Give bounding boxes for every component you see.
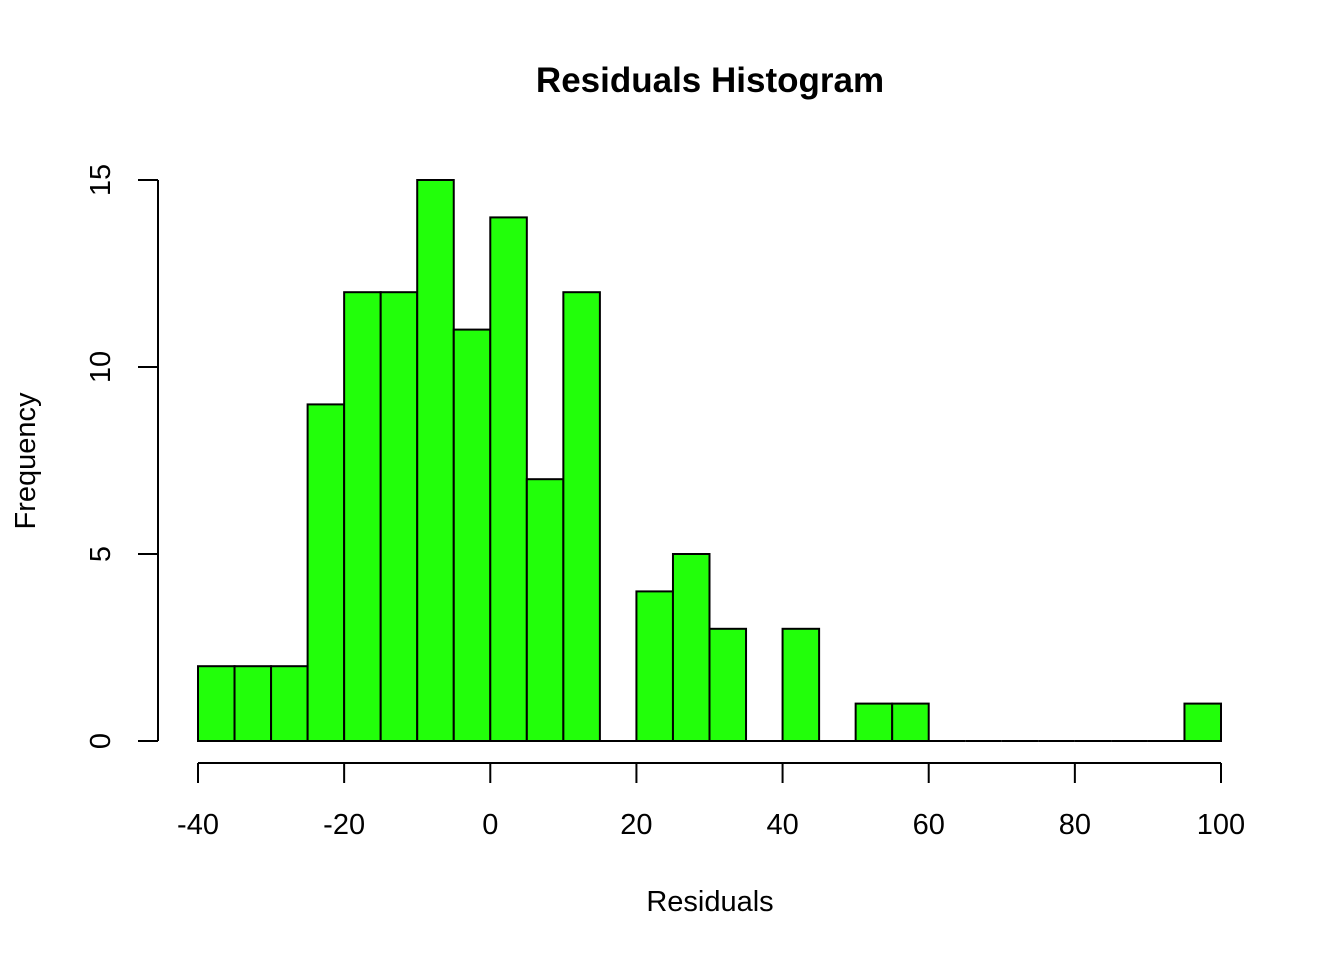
histogram-bar xyxy=(854,702,894,742)
histogram-bar xyxy=(671,553,711,742)
histogram-bar xyxy=(343,291,382,742)
histogram-bar xyxy=(708,627,748,742)
histogram-bar xyxy=(525,478,565,742)
histogram-bar xyxy=(452,328,492,742)
histogram-bar xyxy=(562,291,601,742)
y-axis-label: Frequency xyxy=(10,392,42,530)
y-tick-label: 10 xyxy=(85,351,117,383)
x-tick-label: 100 xyxy=(1197,809,1245,841)
x-tick-label: 60 xyxy=(913,809,945,841)
x-axis-label: Residuals xyxy=(646,886,773,918)
x-tick-label: 80 xyxy=(1059,809,1091,841)
x-tick-label: 40 xyxy=(766,809,798,841)
histogram-bar xyxy=(306,403,346,742)
y-tick-label: 5 xyxy=(85,546,117,562)
x-axis: -40 -20 0 20 40 60 80 100 xyxy=(177,762,1245,841)
histogram-bar xyxy=(379,291,419,742)
y-axis: 0 5 10 15 xyxy=(85,164,159,749)
histogram-bar xyxy=(416,179,455,742)
histogram-bar xyxy=(197,665,236,743)
histogram-bar xyxy=(233,665,273,743)
histogram-bar xyxy=(489,216,528,742)
bars-group xyxy=(197,179,1222,743)
histogram-bar xyxy=(781,627,821,742)
x-tick-label: 20 xyxy=(620,809,652,841)
histogram-bar xyxy=(891,702,930,742)
x-tick-label: 0 xyxy=(482,809,498,841)
histogram-bar xyxy=(635,590,674,743)
histogram-bar xyxy=(1183,702,1222,742)
y-tick-label: 0 xyxy=(85,733,117,749)
chart-title: Residuals Histogram xyxy=(536,61,884,100)
histogram-bar xyxy=(270,665,309,743)
y-tick-label: 15 xyxy=(85,164,117,196)
x-tick-label: -20 xyxy=(323,809,365,841)
x-tick-label: -40 xyxy=(177,809,219,841)
